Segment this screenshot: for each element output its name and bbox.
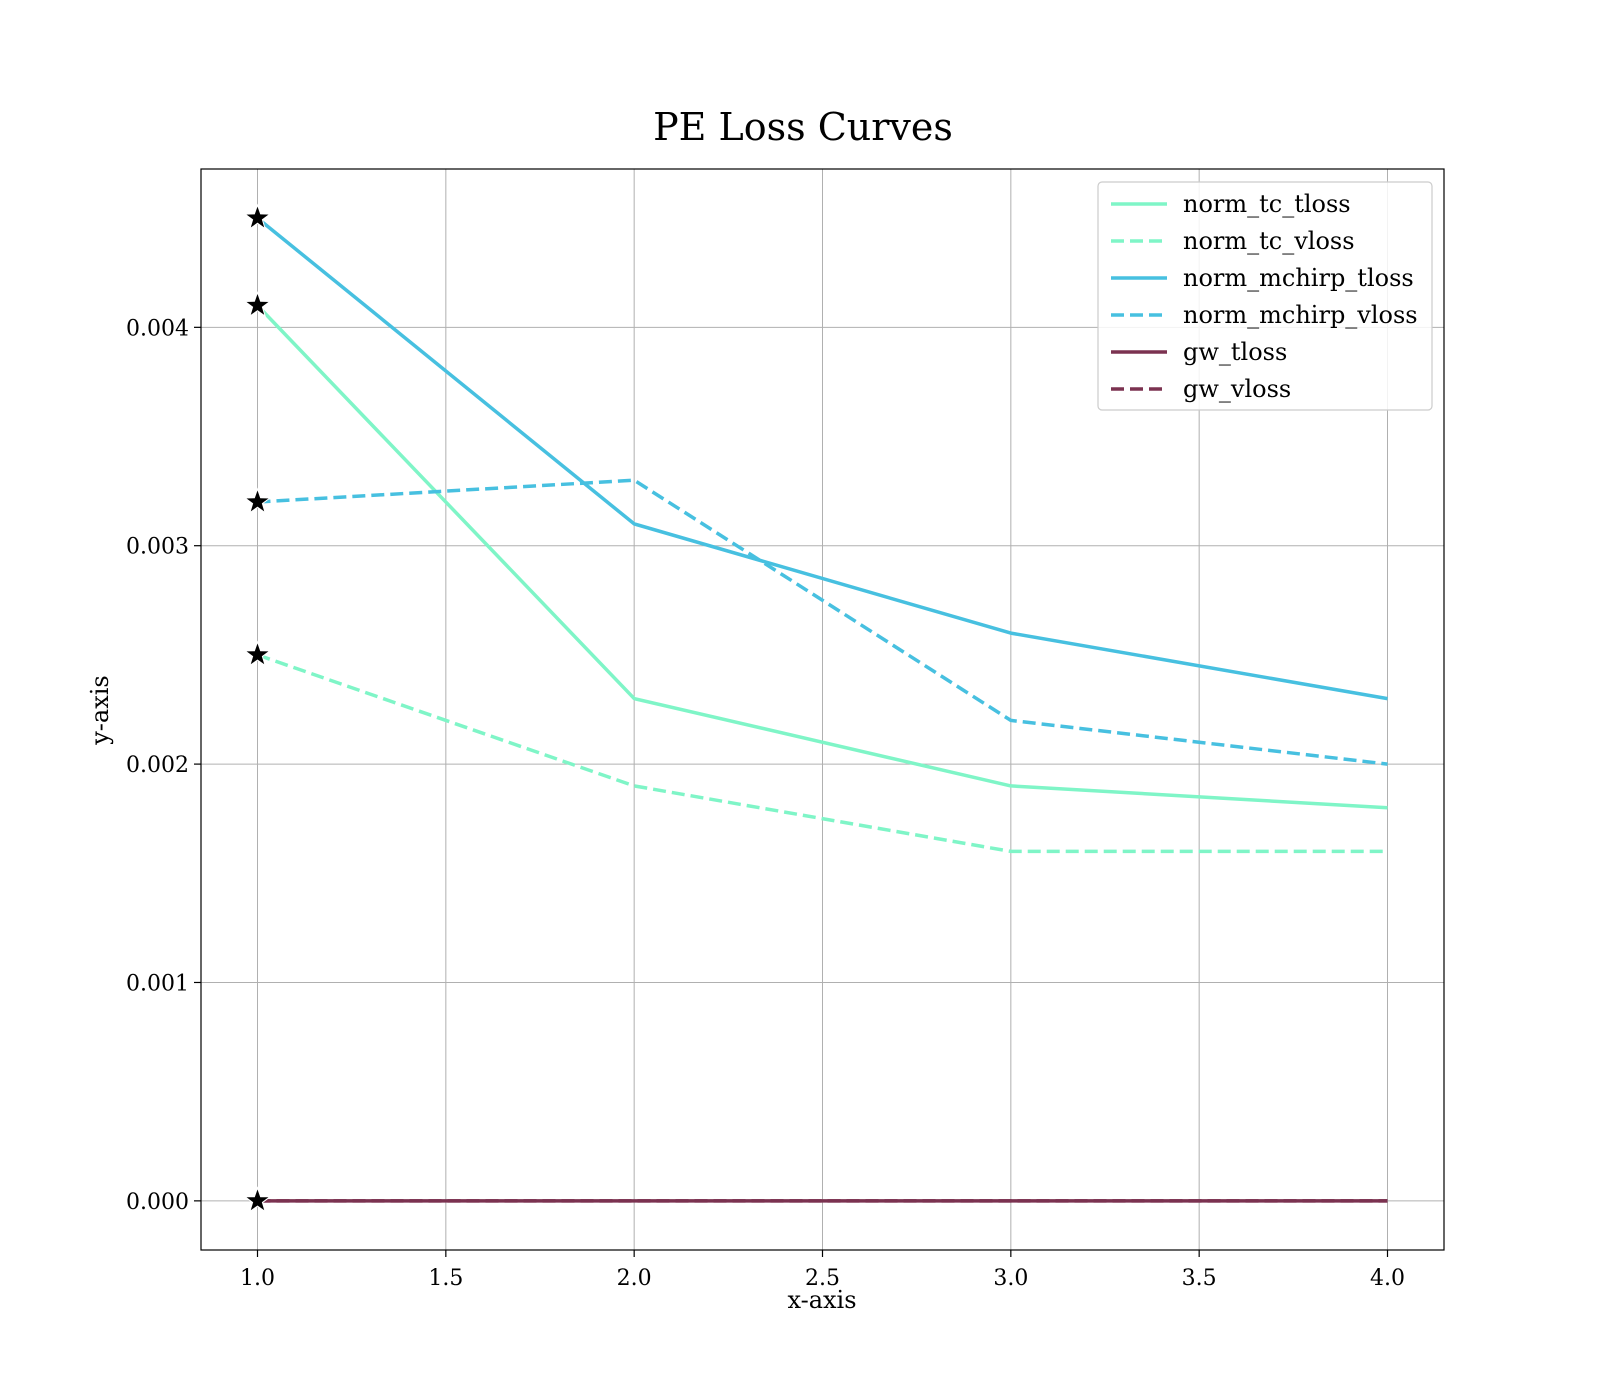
legend-label: norm_mchirp_vloss	[1183, 301, 1418, 329]
y-tick-label: 0.002	[126, 753, 189, 778]
legend-label: norm_tc_vloss	[1183, 227, 1355, 255]
legend-label: gw_vloss	[1183, 375, 1291, 403]
x-tick-label: 4.0	[1370, 1266, 1405, 1291]
y-tick-label: 0.000	[126, 1190, 189, 1215]
legend-items: norm_tc_tloss norm_tc_vloss norm_mchirp_tl…	[1111, 190, 1418, 403]
x-axis-ticks: 1.0 1.5 2.0 2.5 3.0 3.5 4.0	[240, 1250, 1405, 1291]
x-tick-label: 1.5	[428, 1266, 463, 1291]
y-axis-label: y-axis	[86, 675, 114, 746]
start-marker-norm-tc-vloss	[243, 640, 272, 667]
x-tick-label: 3.0	[993, 1266, 1028, 1291]
series-line-norm-tc-tloss	[256, 304, 1388, 810]
start-marker-norm-tc-tloss	[243, 290, 272, 318]
x-tick-label: 3.5	[1182, 1266, 1217, 1291]
x-tick-label: 1.0	[240, 1266, 275, 1291]
series-line-norm-mchirp-vloss	[257, 478, 1388, 766]
x-tick-label: 2.0	[617, 1266, 652, 1291]
y-tick-label: 0.001	[126, 971, 189, 996]
legend-box	[1097, 181, 1433, 411]
legend-label: norm_mchirp_tloss	[1183, 264, 1414, 292]
x-axis-label: x-axis	[787, 1286, 856, 1314]
series-lines	[256, 216, 1388, 1203]
start-marker-norm-mchirp-tloss	[243, 203, 272, 230]
y-tick-label: 0.004	[126, 316, 189, 341]
x-tick-label: 2.5	[805, 1266, 840, 1291]
legend-label: norm_tc_tloss	[1183, 190, 1351, 218]
chart-title: PE Loss Curves	[653, 105, 953, 149]
start-marker-norm-mchirp-vloss	[243, 487, 272, 514]
legend-label: gw_tloss	[1183, 338, 1287, 366]
series-line-norm-tc-vloss	[256, 653, 1388, 854]
y-axis-ticks: 0.000 0.001 0.002 0.003 0.004	[126, 316, 201, 1215]
start-markers	[243, 203, 272, 1213]
y-tick-label: 0.003	[126, 535, 189, 560]
start-marker-gw-vloss	[243, 1186, 272, 1213]
legend: norm_tc_tloss norm_tc_vloss norm_mchirp_tl…	[1097, 181, 1433, 411]
series-line-norm-mchirp-tloss	[256, 216, 1388, 701]
